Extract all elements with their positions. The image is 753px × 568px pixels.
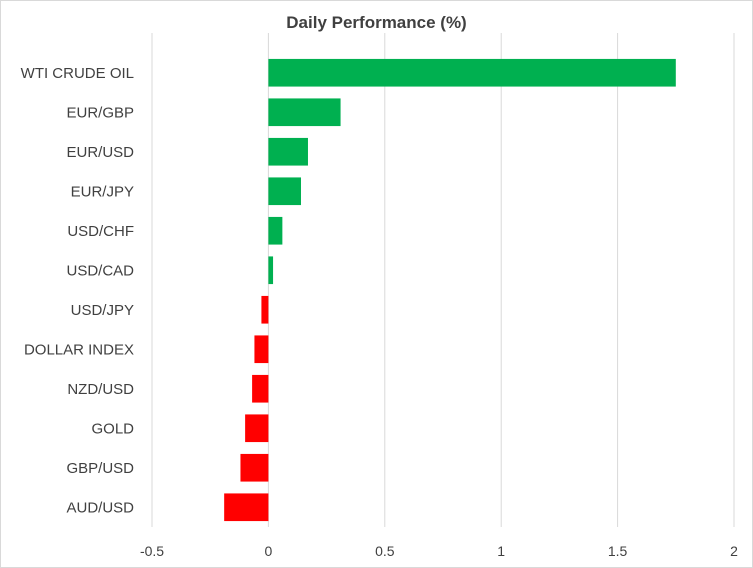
category-label: EUR/JPY	[71, 183, 134, 200]
bar-usd-cad	[268, 256, 274, 285]
bar-aud-usd	[224, 493, 269, 522]
x-tick-label: -0.5	[140, 543, 164, 559]
bar-eur-jpy	[268, 177, 301, 206]
category-label: USD/JPY	[71, 302, 134, 319]
bar-usd-chf	[268, 216, 283, 245]
bar-usd-jpy	[261, 295, 269, 324]
x-tick-label: 0	[265, 543, 273, 559]
bar-dollar-index	[254, 335, 269, 364]
category-label: NZD/USD	[67, 381, 134, 398]
x-tick-label: 1	[497, 543, 505, 559]
category-label: EUR/USD	[66, 144, 134, 161]
category-label: USD/CAD	[66, 262, 134, 279]
chart-title: Daily Performance (%)	[286, 13, 467, 32]
category-labels: WTI CRUDE OIL EUR/GBP EUR/USD EUR/JPY USD/CH…	[21, 65, 135, 517]
x-tick-label: 0.5	[375, 543, 395, 559]
category-label: EUR/GBP	[66, 104, 134, 121]
category-label: GBP/USD	[66, 460, 134, 477]
bar-nzd-usd	[252, 374, 269, 403]
bar-gbp-usd	[240, 453, 269, 482]
bar-wti-crude-oil	[268, 58, 676, 87]
x-tick-label: 2	[730, 543, 738, 559]
category-label: USD/CHF	[67, 223, 134, 240]
bar-eur-usd	[268, 137, 308, 166]
category-label: WTI CRUDE OIL	[21, 65, 134, 82]
bars	[224, 58, 676, 522]
bar-eur-gbp	[268, 98, 341, 127]
x-tick-label: 1.5	[608, 543, 628, 559]
bar-gold	[245, 414, 269, 443]
category-label: AUD/USD	[66, 499, 134, 516]
grid-lines	[151, 33, 735, 527]
category-label: DOLLAR INDEX	[24, 341, 134, 358]
x-axis-tick-labels: -0.5 0 0.5 1 1.5 2	[140, 543, 738, 559]
category-label: GOLD	[91, 420, 134, 437]
